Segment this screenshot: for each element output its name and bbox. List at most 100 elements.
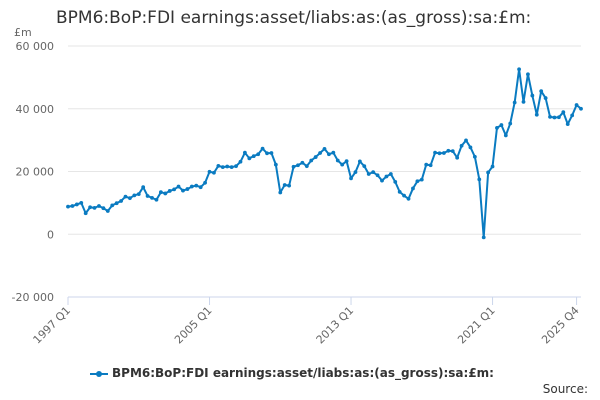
data-point[interactable]	[327, 152, 331, 157]
data-point[interactable]	[574, 103, 579, 107]
data-point[interactable]	[428, 163, 433, 168]
data-point[interactable]	[517, 67, 521, 72]
data-point[interactable]	[556, 115, 561, 120]
data-point[interactable]	[388, 172, 393, 176]
data-point[interactable]	[490, 164, 495, 169]
data-point[interactable]	[464, 138, 468, 143]
data-point[interactable]	[349, 176, 353, 181]
data-point[interactable]	[97, 204, 101, 208]
data-point[interactable]	[83, 211, 88, 216]
data-point[interactable]	[499, 123, 504, 127]
data-point[interactable]	[114, 201, 119, 206]
data-point[interactable]	[132, 193, 137, 198]
data-point[interactable]	[225, 164, 230, 169]
data-point[interactable]	[309, 158, 314, 163]
data-point[interactable]	[287, 183, 292, 188]
data-point[interactable]	[503, 133, 508, 138]
data-point[interactable]	[508, 121, 513, 126]
data-point[interactable]	[455, 155, 460, 160]
data-point[interactable]	[128, 196, 132, 201]
data-point[interactable]	[238, 159, 243, 164]
data-point[interactable]	[282, 183, 287, 187]
data-point[interactable]	[92, 205, 97, 210]
data-point[interactable]	[450, 149, 455, 154]
data-point[interactable]	[570, 113, 575, 118]
data-point[interactable]	[344, 159, 349, 164]
data-point[interactable]	[70, 204, 75, 208]
data-point[interactable]	[335, 158, 340, 163]
data-point[interactable]	[105, 209, 110, 213]
data-point[interactable]	[472, 154, 477, 159]
data-point[interactable]	[256, 152, 261, 157]
data-point[interactable]	[141, 185, 146, 190]
data-point[interactable]	[189, 184, 194, 189]
data-point[interactable]	[260, 146, 265, 151]
data-point[interactable]	[539, 89, 544, 94]
data-point[interactable]	[459, 143, 464, 148]
data-point[interactable]	[318, 151, 322, 155]
data-point[interactable]	[340, 162, 345, 167]
data-point[interactable]	[154, 197, 159, 202]
data-point[interactable]	[526, 72, 530, 77]
data-point[interactable]	[331, 150, 336, 155]
data-point[interactable]	[167, 189, 172, 193]
data-point[interactable]	[442, 151, 446, 155]
data-point[interactable]	[411, 186, 415, 191]
data-point[interactable]	[362, 164, 367, 169]
data-point[interactable]	[229, 165, 234, 170]
data-point[interactable]	[172, 187, 177, 192]
data-point[interactable]	[419, 177, 424, 182]
data-point[interactable]	[304, 164, 309, 169]
data-point[interactable]	[371, 170, 376, 175]
data-point[interactable]	[322, 147, 327, 151]
data-point[interactable]	[234, 164, 238, 169]
data-point[interactable]	[530, 93, 535, 98]
data-point[interactable]	[579, 106, 583, 111]
data-point[interactable]	[158, 190, 163, 195]
data-point[interactable]	[207, 169, 212, 174]
data-point[interactable]	[424, 162, 429, 167]
data-point[interactable]	[198, 185, 203, 190]
data-point[interactable]	[415, 179, 420, 184]
data-point[interactable]	[278, 190, 283, 195]
data-point[interactable]	[468, 145, 473, 150]
data-point[interactable]	[136, 192, 141, 196]
data-point[interactable]	[203, 180, 207, 185]
data-point[interactable]	[393, 179, 398, 184]
data-point[interactable]	[366, 172, 371, 176]
data-point[interactable]	[194, 183, 199, 188]
data-point[interactable]	[543, 96, 548, 100]
data-point[interactable]	[163, 191, 168, 196]
data-point[interactable]	[220, 165, 225, 170]
data-point[interactable]	[552, 115, 557, 120]
data-point[interactable]	[534, 112, 539, 117]
data-point[interactable]	[273, 162, 278, 167]
data-point[interactable]	[495, 125, 499, 130]
data-point[interactable]	[481, 235, 486, 240]
data-point[interactable]	[357, 159, 362, 164]
data-point[interactable]	[247, 156, 252, 161]
data-point[interactable]	[66, 204, 70, 209]
data-point[interactable]	[486, 170, 491, 175]
data-point[interactable]	[150, 195, 154, 200]
data-point[interactable]	[185, 187, 190, 191]
data-point[interactable]	[291, 164, 296, 169]
data-point[interactable]	[265, 151, 269, 156]
data-point[interactable]	[375, 173, 380, 178]
data-point[interactable]	[79, 200, 84, 205]
data-point[interactable]	[397, 189, 402, 194]
data-point[interactable]	[313, 155, 318, 159]
data-point[interactable]	[406, 196, 411, 201]
data-point[interactable]	[216, 163, 221, 168]
data-point[interactable]	[380, 178, 384, 183]
data-point[interactable]	[269, 151, 274, 155]
data-point[interactable]	[402, 193, 406, 198]
data-point[interactable]	[384, 174, 389, 179]
data-point[interactable]	[521, 99, 526, 104]
data-point[interactable]	[548, 115, 552, 119]
data-point[interactable]	[561, 110, 566, 115]
legend[interactable]: BPM6:BoP:FDI earnings:asset/liabs:as:(as…	[90, 366, 494, 380]
data-point[interactable]	[296, 163, 300, 168]
data-point[interactable]	[212, 170, 216, 175]
data-point[interactable]	[74, 202, 79, 207]
